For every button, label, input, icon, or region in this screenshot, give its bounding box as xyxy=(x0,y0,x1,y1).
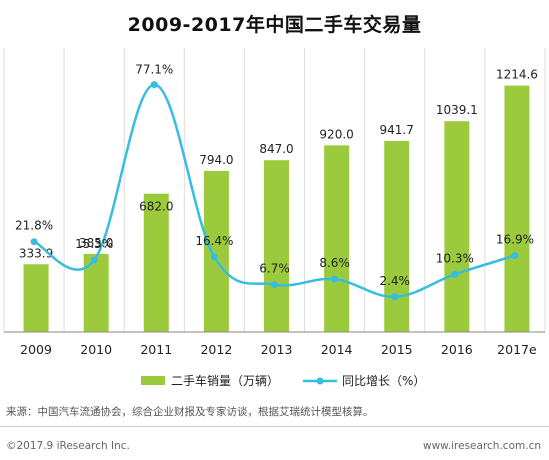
bar xyxy=(444,121,470,332)
x-tick-label: 2016 xyxy=(441,342,473,357)
legend-bar-swatch xyxy=(141,376,165,385)
bar-value-label: 794.0 xyxy=(199,153,233,167)
line-point xyxy=(331,275,339,283)
bar-value-label: 1214.6 xyxy=(496,68,538,82)
line-series: 21.8% 15.3% 77.1% 16.4% 6.7% 8.6% 2.4% 10.3% 16.… xyxy=(15,63,534,301)
x-tick-label: 2015 xyxy=(381,342,413,357)
line-value-label: 77.1% xyxy=(135,63,173,77)
line-value-label: 16.4% xyxy=(195,234,233,248)
bar-value-label: 920.0 xyxy=(319,127,353,141)
bar-value-label: 682.0 xyxy=(139,200,173,214)
line-point xyxy=(391,293,399,301)
x-tick-label: 2009 xyxy=(20,342,52,357)
bar xyxy=(143,193,169,332)
bar xyxy=(203,170,229,332)
x-axis: 2009 2010 2011 2012 2013 2014 2015 2016 2017e xyxy=(4,331,545,357)
x-tick-label: 2013 xyxy=(261,342,293,357)
line-value-label: 6.7% xyxy=(259,262,290,276)
bar-value-label: 847.0 xyxy=(259,142,293,156)
grid-lines xyxy=(3,48,546,332)
bar-value-label: 1039.1 xyxy=(436,103,478,117)
legend-line-label: 同比增长（%） xyxy=(342,374,425,388)
line-point xyxy=(271,281,278,289)
x-tick-label: 2017e xyxy=(497,342,537,357)
line-value-label: 15.3% xyxy=(75,237,113,251)
line-point xyxy=(90,256,98,264)
line-value-label: 10.3% xyxy=(436,251,474,265)
line-value-label: 16.9% xyxy=(496,233,534,247)
legend-line-marker xyxy=(316,377,324,385)
line-point xyxy=(30,238,38,246)
chart-title: 2009-2017年中国二手车交易量 xyxy=(127,14,422,36)
source-note: 来源：中国汽车流通协会，综合企业财报及专家访谈，根据艾瑞统计模型核算。 xyxy=(6,406,374,418)
bar-value-label: 941.7 xyxy=(380,123,414,137)
bar xyxy=(324,145,350,332)
bar xyxy=(23,264,49,332)
website-link[interactable]: www.iresearch.com.cn xyxy=(422,440,541,452)
legend-bar-label: 二手车销量（万辆） xyxy=(171,373,279,388)
line-point xyxy=(511,252,519,260)
x-tick-label: 2012 xyxy=(200,342,232,357)
line-value-label: 8.6% xyxy=(319,256,350,270)
copyright-text: ©2017.9 iResearch Inc. xyxy=(6,440,130,452)
line-point xyxy=(210,253,218,261)
x-tick-label: 2014 xyxy=(321,342,353,357)
bar xyxy=(384,140,410,332)
footer-divider xyxy=(0,426,549,427)
bar xyxy=(504,85,530,332)
line-point xyxy=(150,81,158,89)
growth-line xyxy=(33,83,516,299)
legend: 二手车销量（万辆） 同比增长（%） xyxy=(141,373,425,388)
x-tick-label: 2011 xyxy=(140,342,172,357)
line-value-label: 21.8% xyxy=(15,219,53,233)
bar xyxy=(264,160,289,332)
line-point xyxy=(451,270,459,278)
line-value-label: 2.4% xyxy=(379,274,410,288)
x-tick-label: 2010 xyxy=(80,342,112,357)
